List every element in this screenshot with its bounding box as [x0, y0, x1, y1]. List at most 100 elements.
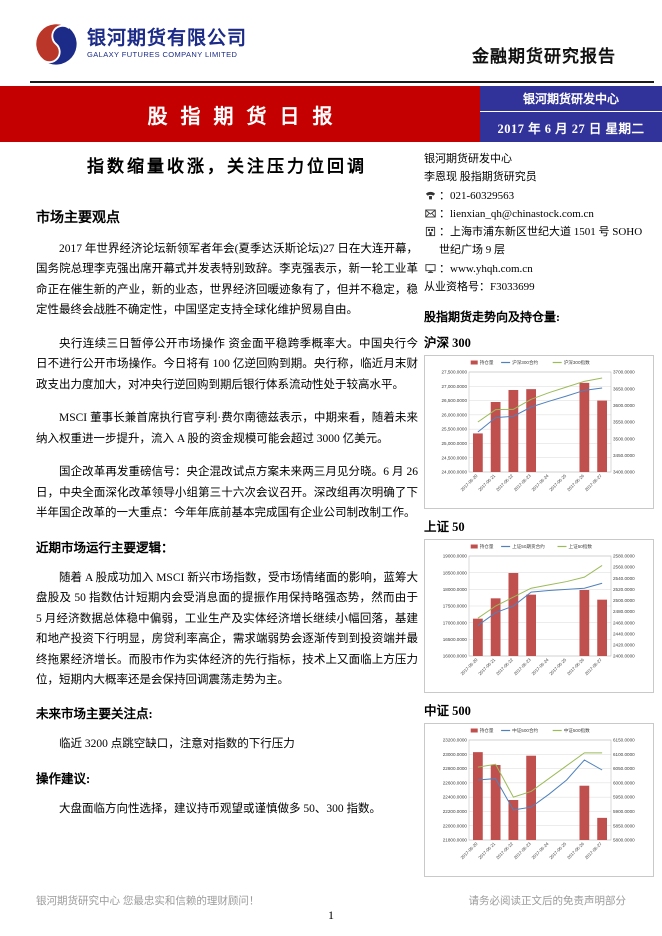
svg-text:2017-06-23: 2017-06-23	[513, 841, 533, 861]
svg-text:27,000.0000: 27,000.0000	[441, 384, 467, 389]
svg-text:2017-06-24: 2017-06-24	[531, 657, 551, 677]
footer-disclaimer: 请务必阅读正文后的免责声明部分	[468, 895, 627, 907]
svg-text:2540.0000: 2540.0000	[613, 576, 635, 581]
contact-dept: 银河期货研发中心	[424, 153, 512, 165]
svg-text:上证50期货合约: 上证50期货合约	[512, 543, 545, 550]
phone-icon	[424, 190, 436, 201]
sidebar-column: 银河期货研发中心 李恩现 股指期货研究员 ：021-60329563 ：lien…	[424, 150, 654, 877]
footer-left-text: 银河期货研究中心 您最忠实和信赖的理财顾问！	[36, 895, 260, 907]
svg-text:3500.0000: 3500.0000	[613, 436, 635, 441]
svg-text:5800.0000: 5800.0000	[613, 838, 635, 843]
svg-text:2017-06-21: 2017-06-21	[477, 473, 497, 493]
company-name-en: GALAXY FUTURES COMPANY LIMITED	[87, 50, 238, 60]
svg-text:17500.0000: 17500.0000	[443, 604, 468, 609]
article-column: 指数缩量收涨，关注压力位回调 市场主要观点 2017 年世界经济论坛新领军者年会…	[36, 152, 418, 832]
svg-text:2017-06-25: 2017-06-25	[548, 473, 568, 493]
website-icon	[424, 263, 436, 274]
heading-market-logic: 近期市场运行主要逻辑：	[36, 540, 174, 555]
contact-email: ：lienxian_qh@chinastock.com.cn	[439, 207, 594, 220]
svg-text:22600.0000: 22600.0000	[443, 780, 468, 785]
svg-text:26,000.0000: 26,000.0000	[441, 412, 467, 417]
svg-text:2500.0000: 2500.0000	[613, 598, 635, 603]
article-paragraph: 央行连续三日暂停公开市场操作 资金面平稳跨季概率大。中国央行今日不进行公开市场操…	[36, 337, 418, 391]
svg-text:2580.0000: 2580.0000	[613, 554, 635, 559]
svg-text:2017-06-27: 2017-06-27	[584, 473, 604, 493]
charts-section-heading: 股指期货走势向及持仓量:	[424, 310, 560, 324]
svg-text:3700.0000: 3700.0000	[613, 370, 635, 375]
svg-text:2017-06-26: 2017-06-26	[566, 657, 586, 677]
report-type-label: 金融期货研究报告	[472, 47, 616, 66]
heading-advice: 操作建议:	[36, 771, 91, 786]
svg-text:2560.0000: 2560.0000	[613, 565, 635, 570]
chart-zz500: 21800.0000 22000.0000 22200.0000 22400.0000…	[424, 723, 654, 877]
chart-hs300: 24,000.0000 24,500.0000 25,000.0000 25,500.…	[424, 355, 654, 509]
company-logo: 银河期货有限公司 GALAXY FUTURES COMPANY LIMITED	[34, 22, 247, 66]
svg-text:2017-06-25: 2017-06-25	[548, 657, 568, 677]
svg-text:2480.0000: 2480.0000	[613, 609, 635, 614]
article-paragraph: 国企改革再发重磅信号：央企混改试点方案未来两三月见分晓。6 月 26 日，中央全…	[36, 466, 418, 520]
svg-text:3400.0000: 3400.0000	[613, 470, 635, 475]
article-paragraph: 随着 A 股成功加入 MSCI 新兴市场指数，受市场情绪面的影响，蓝筹大盘股及 …	[36, 571, 418, 686]
svg-text:沪深300指数: 沪深300指数	[564, 359, 590, 366]
svg-text:2017-06-25: 2017-06-25	[548, 841, 568, 861]
svg-text:上证50指数: 上证50指数	[569, 543, 593, 550]
svg-text:3600.0000: 3600.0000	[613, 403, 635, 408]
svg-text:5900.0000: 5900.0000	[613, 809, 635, 814]
header-divider	[30, 81, 654, 83]
contact-phone: ：021-60329563	[439, 189, 515, 202]
address-icon	[424, 226, 436, 237]
svg-text:3650.0000: 3650.0000	[613, 386, 635, 391]
chart-canvas: 21800.0000 22000.0000 22200.0000 22400.0000…	[443, 727, 635, 861]
svg-text:24,500.0000: 24,500.0000	[441, 455, 467, 460]
company-name-cn: 银河期货有限公司	[87, 28, 248, 50]
article-paragraph: 临近 3200 点跳空缺口，注意对指数的下行压力	[59, 738, 295, 751]
svg-text:持仓量: 持仓量	[480, 543, 494, 550]
svg-text:21800.0000: 21800.0000	[443, 838, 468, 843]
heading-future-focus: 未来市场主要关注点:	[36, 707, 153, 722]
contact-email-row: ：lienxian_qh@chinastock.com.cn	[424, 205, 654, 223]
svg-text:3550.0000: 3550.0000	[613, 420, 635, 425]
svg-text:2017-06-20: 2017-06-20	[460, 473, 480, 493]
svg-text:6100.0000: 6100.0000	[613, 752, 635, 757]
svg-text:23200.0000: 23200.0000	[443, 738, 468, 743]
svg-text:26,500.0000: 26,500.0000	[441, 398, 467, 403]
svg-text:2440.0000: 2440.0000	[613, 631, 635, 636]
chart-subtitle-hs300: 沪深 300	[424, 336, 471, 350]
svg-text:2420.0000: 2420.0000	[613, 642, 635, 647]
report-banner-title: 股指期货日报	[147, 105, 346, 128]
svg-text:22800.0000: 22800.0000	[443, 766, 468, 771]
svg-text:27,500.0000: 27,500.0000	[441, 370, 467, 375]
svg-text:5950.0000: 5950.0000	[613, 795, 635, 800]
svg-text:5850.0000: 5850.0000	[613, 823, 635, 828]
svg-text:6150.0000: 6150.0000	[613, 738, 635, 743]
svg-text:16000.0000: 16000.0000	[443, 654, 468, 659]
svg-text:22400.0000: 22400.0000	[443, 795, 468, 800]
article-title: 指数缩量收涨，关注压力位回调	[87, 157, 367, 176]
article-paragraph: 2017 年世界经济论坛新领军者年会(夏季达沃斯论坛)27 日在大连开幕，国务院…	[36, 243, 418, 317]
contact-address: ：上海市浦东新区世纪大道 1501 号 SOHO 世纪广场 9 层	[439, 226, 643, 257]
svg-text:2017-06-20: 2017-06-20	[460, 657, 480, 677]
svg-text:2017-06-21: 2017-06-21	[477, 841, 497, 861]
svg-text:22000.0000: 22000.0000	[443, 823, 468, 828]
svg-text:17000.0000: 17000.0000	[443, 620, 468, 625]
svg-text:22200.0000: 22200.0000	[443, 809, 468, 814]
svg-text:3450.0000: 3450.0000	[613, 453, 635, 458]
svg-text:18000.0000: 18000.0000	[443, 587, 468, 592]
svg-text:2520.0000: 2520.0000	[613, 587, 635, 592]
svg-text:中证500合约: 中证500合约	[512, 727, 538, 734]
svg-text:2017-06-27: 2017-06-27	[584, 657, 604, 677]
svg-text:2017-06-23: 2017-06-23	[513, 473, 533, 493]
page-number: 1	[328, 908, 334, 922]
svg-text:2017-06-27: 2017-06-27	[584, 841, 604, 861]
svg-text:2017-06-22: 2017-06-22	[495, 473, 515, 493]
chart-subtitle-sz50: 上证 50	[424, 520, 465, 534]
svg-text:2017-06-20: 2017-06-20	[460, 841, 480, 861]
contact-address-row: ：上海市浦东新区世纪大道 1501 号 SOHO 世纪广场 9 层	[424, 223, 654, 260]
svg-text:2017-06-23: 2017-06-23	[513, 657, 533, 677]
chart-sz50: 16000.0000 16500.0000 17000.0000 17500.0000…	[424, 539, 654, 693]
svg-text:2460.0000: 2460.0000	[613, 620, 635, 625]
svg-text:2017-06-26: 2017-06-26	[566, 841, 586, 861]
article-paragraph: 大盘面临方向性选择，建议持币观望或谨慎做多 50、300 指数。	[59, 802, 381, 815]
heading-market-views: 市场主要观点	[36, 211, 120, 226]
svg-text:沪深300合约: 沪深300合约	[512, 359, 538, 366]
